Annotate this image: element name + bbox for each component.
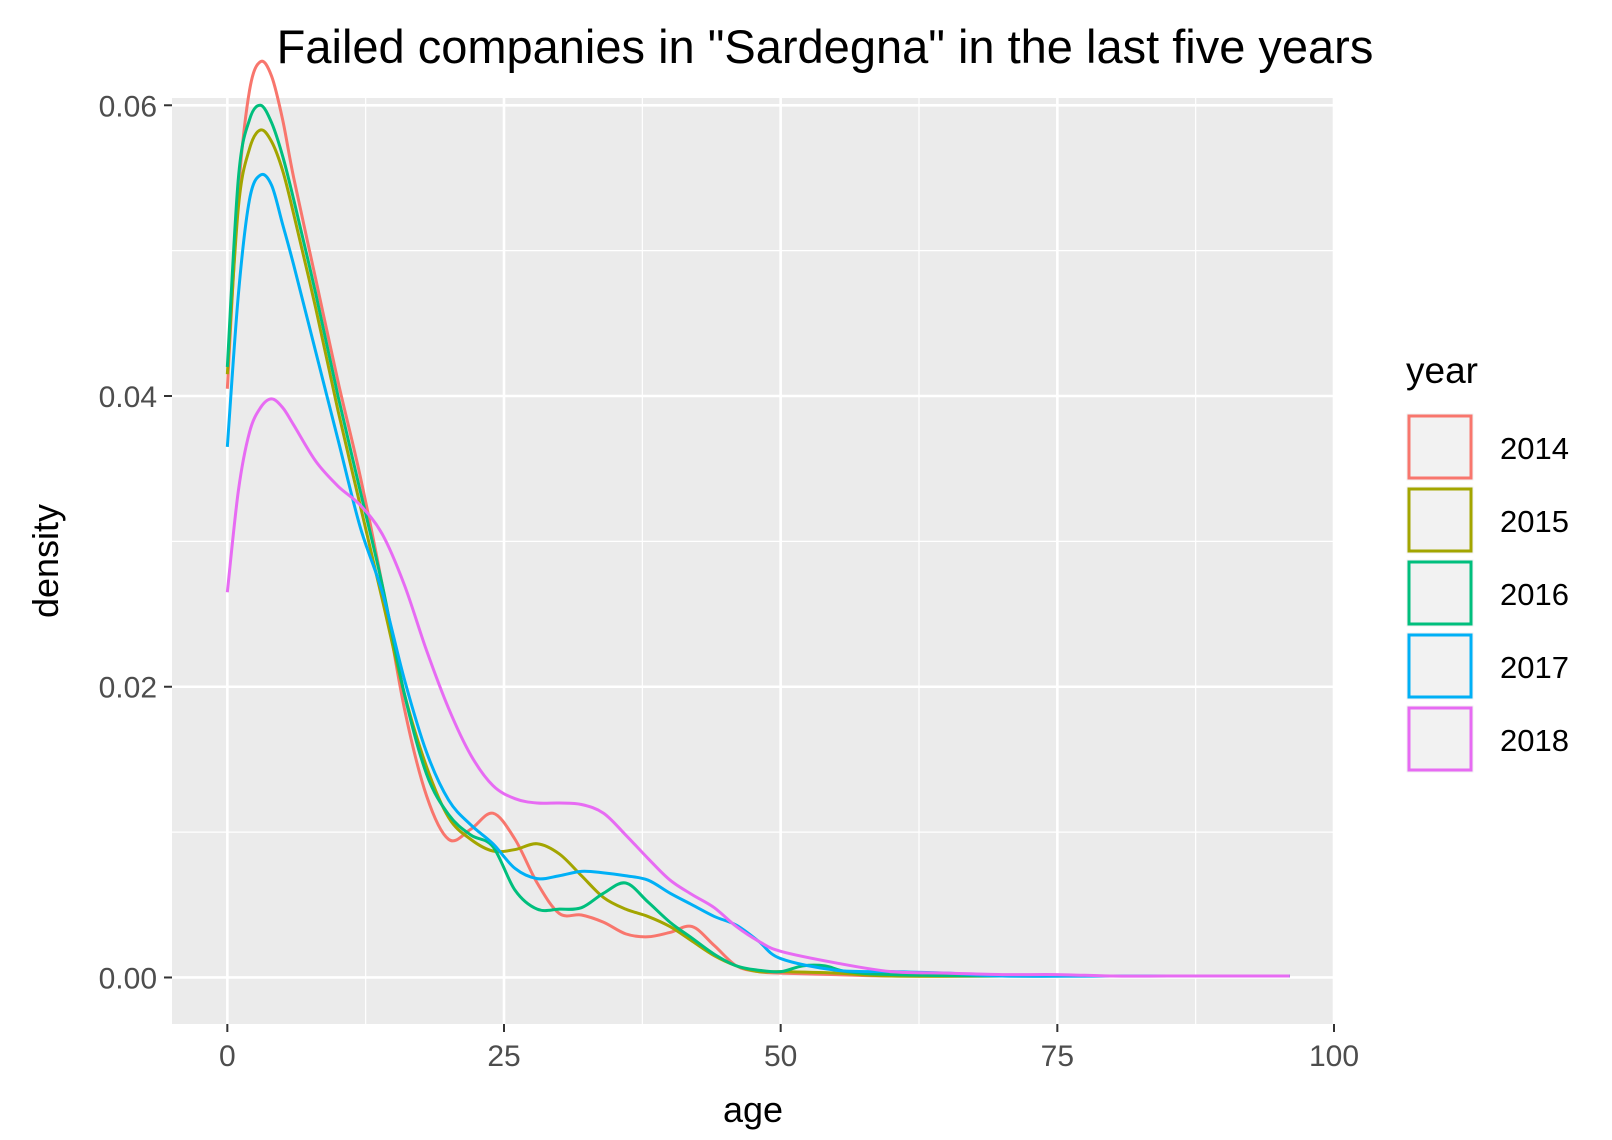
legend-item-2015: 2015 (1405, 485, 1569, 555)
legend-key-swatch (1407, 414, 1473, 480)
legend-label: 2014 (1500, 431, 1569, 466)
x-tick-label: 50 (764, 1040, 797, 1073)
legend-label: 2017 (1500, 650, 1569, 685)
legend-items: 2014 2015 2016 2017 2018 (1405, 412, 1569, 774)
legend-key-swatch (1407, 633, 1473, 699)
x-tick-label: 0 (219, 1040, 236, 1073)
legend-key-swatch (1407, 560, 1473, 626)
legend-label: 2015 (1500, 504, 1569, 539)
y-tick-label: 0.02 (99, 672, 157, 705)
legend-key-background (1405, 704, 1475, 774)
axes: 0 25 50 75 100 0.00 0.02 0.04 0.06 (99, 90, 1359, 1073)
y-axis-title: density (25, 504, 66, 618)
legend-item-2017: 2017 (1405, 631, 1569, 701)
series-line-2017 (225, 172, 1290, 978)
chart-title: Failed companies in "Sardegna" in the la… (277, 20, 1374, 73)
legend-label: 2016 (1500, 577, 1569, 612)
legend-item-2016: 2016 (1405, 558, 1569, 628)
legend-key-background (1405, 412, 1475, 482)
x-tick-label: 100 (1309, 1040, 1359, 1073)
y-tick-label: 0.04 (99, 381, 157, 414)
legend-title: year (1406, 350, 1478, 391)
legend-key-background (1405, 631, 1475, 701)
y-tick-label: 0.00 (99, 962, 157, 995)
series-lines (225, 59, 1290, 978)
legend: year 2014 2015 2016 2017 2018 (1405, 350, 1569, 774)
x-axis-title: age (723, 1089, 783, 1130)
series-line-2018 (225, 397, 1290, 978)
legend-key-background (1405, 558, 1475, 628)
series-line-2016 (225, 103, 1290, 978)
legend-label: 2018 (1500, 723, 1569, 758)
legend-key-background (1405, 485, 1475, 555)
x-tick-label: 25 (487, 1040, 520, 1073)
plot-panel (172, 98, 1334, 1024)
x-tick-label: 75 (1041, 1040, 1074, 1073)
legend-key-swatch (1407, 706, 1473, 772)
legend-item-2014: 2014 (1405, 412, 1569, 482)
legend-item-2018: 2018 (1405, 704, 1569, 774)
legend-key-swatch (1407, 487, 1473, 553)
y-tick-label: 0.06 (99, 90, 157, 123)
